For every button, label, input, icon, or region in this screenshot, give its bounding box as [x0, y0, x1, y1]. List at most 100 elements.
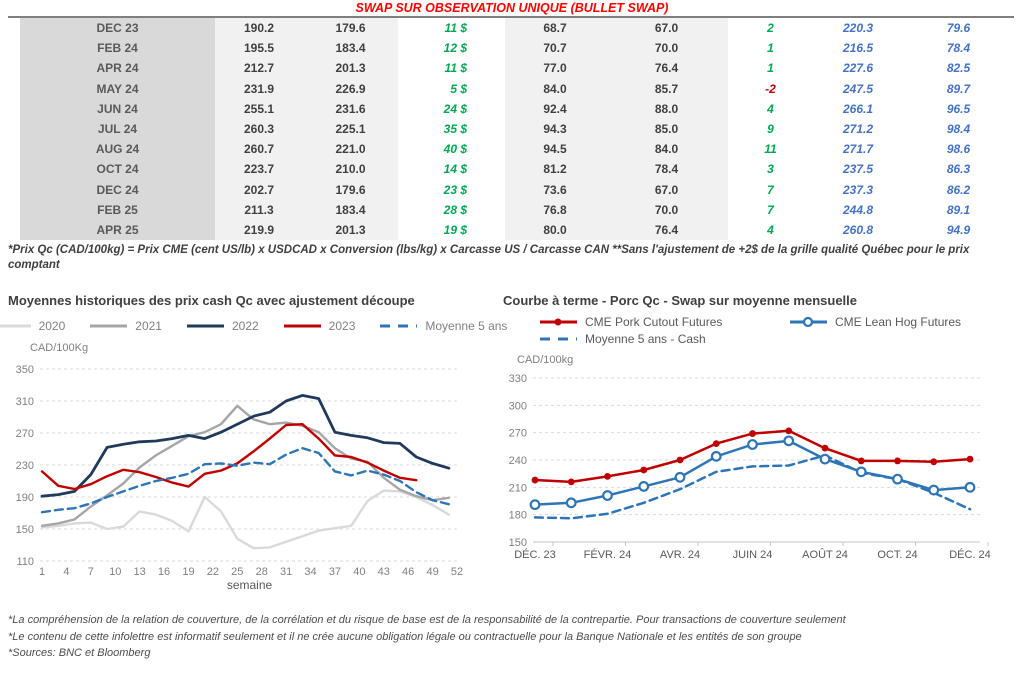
table-cell: 220.3 — [842, 21, 874, 35]
tick-label: 34 — [304, 566, 316, 578]
legend-swatch-dashed-line-icon — [380, 324, 418, 328]
table-cell: DEC 24 — [20, 179, 215, 200]
data-point — [855, 466, 867, 478]
legend-swatch-dashed-line-icon — [540, 337, 577, 341]
table-cell: 70.0 — [605, 38, 728, 59]
table-cell: 216.5 — [842, 41, 874, 56]
series-cme-pork-cutout-futures — [531, 427, 974, 486]
series-2022 — [40, 394, 451, 498]
tick-label: 37 — [329, 566, 341, 578]
table-cell: 11 — [764, 142, 777, 157]
legend-swatch-line-icon — [790, 316, 827, 328]
footer-note-line: *Le contenu de cette infolettre est info… — [8, 630, 802, 643]
tick-label: 40 — [353, 566, 365, 578]
table-row: FEB 25 211.3 183.4 28 $ 76.8 70.0 7 244.8 89.1 — [20, 199, 1014, 220]
table-cell: 76.4 — [605, 219, 728, 241]
data-point — [602, 490, 613, 501]
data-point — [638, 481, 650, 492]
tick-label: 350 — [16, 364, 34, 376]
tick-label: 19 — [182, 566, 194, 578]
legend-swatch-line-icon — [186, 324, 224, 328]
historical-chart-title: Moyennes historiques des prix cash Qc av… — [8, 293, 415, 308]
table-row: APR 25 219.9 201.3 19 $ 80.0 76.4 4 260.8 94.9 — [20, 219, 1014, 241]
table-cell: 98.6 — [946, 142, 971, 157]
table-cell: 4 — [767, 222, 774, 237]
data-point — [894, 457, 901, 465]
table-cell: 14 $ — [443, 162, 467, 177]
table-cell: 219.9 — [215, 219, 303, 241]
table-cell: 76.4 — [605, 58, 728, 79]
table-row: JUL 24 260.3 225.1 35 $ 94.3 85.0 9 271.2 98.4 — [20, 118, 1014, 140]
table-cell: 70.0 — [605, 199, 728, 220]
tick-label: JUIN 24 — [733, 549, 773, 561]
tick-label: FÉVR. 24 — [584, 548, 632, 561]
historical-chart-panel: Moyennes historiques des prix cash Qc av… — [0, 293, 507, 594]
legend-swatch-line-icon — [540, 318, 577, 326]
data-point — [674, 471, 686, 483]
table-cell: 80.0 — [505, 219, 605, 241]
tick-label: 300 — [509, 400, 527, 412]
table-cell: 190.2 — [215, 18, 303, 39]
data-point — [928, 484, 940, 496]
table-cell: 86.3 — [946, 162, 971, 177]
data-point — [676, 456, 684, 464]
legend-item: 2021 — [89, 319, 162, 333]
tick-label: 25 — [231, 566, 243, 578]
data-point — [930, 458, 938, 466]
tick-label: 10 — [109, 566, 121, 578]
tick-label: 240 — [509, 455, 527, 467]
table-cell: 9 — [767, 121, 774, 136]
table-cell: 179.6 — [303, 18, 398, 39]
table-cell: 183.4 — [303, 38, 398, 59]
table-cell: 271.2 — [842, 121, 874, 136]
legend-swatch-line-icon — [90, 324, 128, 328]
table-cell: 19 $ — [443, 222, 467, 237]
legend-item: 2023 — [283, 319, 355, 333]
tick-label: 270 — [16, 428, 34, 440]
table-cell: 92.4 — [505, 98, 605, 119]
footer-note-line: *Sources: BNC et Bloomberg — [8, 647, 151, 659]
table-cell: DEC 23 — [20, 18, 215, 39]
data-point — [966, 455, 974, 463]
table-row: APR 24 212.7 201.3 11 $ 77.0 76.4 1 227.6 82.5 — [20, 58, 1014, 79]
table-cell: 85.7 — [605, 78, 728, 99]
table-cell: 79.6 — [946, 21, 971, 35]
data-point — [640, 466, 648, 474]
table-row: FEB 24 195.5 183.4 12 $ 70.7 70.0 1 216.5 78.4 — [20, 38, 1014, 59]
data-point — [785, 427, 793, 435]
table-cell: 70.7 — [505, 38, 605, 59]
legend-item: 2022 — [186, 319, 259, 333]
table-cell: FEB 25 — [20, 199, 215, 220]
historical-chart-legend: 2020 2021 2022 2023 Moyenne 5 ans — [0, 319, 507, 333]
table-cell: 237.3 — [842, 182, 874, 197]
table-top-border — [8, 16, 1014, 18]
legend-swatch-line-icon — [0, 324, 31, 328]
table-cell: 183.4 — [303, 199, 398, 220]
table-cell: JUL 24 — [20, 118, 215, 140]
tick-label: 150 — [509, 537, 527, 549]
table-cell: 266.1 — [842, 101, 874, 116]
table-cell: 89.7 — [946, 81, 971, 96]
tick-label: 150 — [16, 524, 34, 536]
legend-item: 2020 — [0, 319, 65, 333]
table-cell: 84.0 — [505, 78, 605, 99]
data-point — [821, 444, 829, 452]
gridlines: 350 310 270 230 190 150 110 — [16, 364, 457, 568]
table-cell: 231.9 — [215, 78, 303, 99]
tick-label: 28 — [256, 566, 268, 578]
table-cell: 244.8 — [842, 202, 874, 217]
table-row: AUG 24 260.7 221.0 40 $ 94.5 84.0 11 271.7 98.6 — [20, 139, 1014, 160]
table-cell: 78.4 — [946, 41, 971, 56]
data-point — [565, 497, 577, 509]
table-cell: 76.8 — [505, 199, 605, 220]
footer-note-line: *La compréhension de la relation de couv… — [8, 614, 846, 626]
table-cell: AUG 24 — [20, 139, 215, 160]
tick-label: 110 — [16, 556, 34, 568]
swap-table: DEC 23 190.2 179.6 11 $68.7 67.0 2 220.3 79.6 FE… — [20, 18, 1014, 241]
table-cell: 68.7 — [505, 18, 605, 39]
data-point — [749, 430, 756, 437]
table-cell: 94.5 — [505, 139, 605, 160]
tick-label: 7 — [88, 566, 94, 578]
table-cell: MAY 24 — [20, 78, 215, 99]
